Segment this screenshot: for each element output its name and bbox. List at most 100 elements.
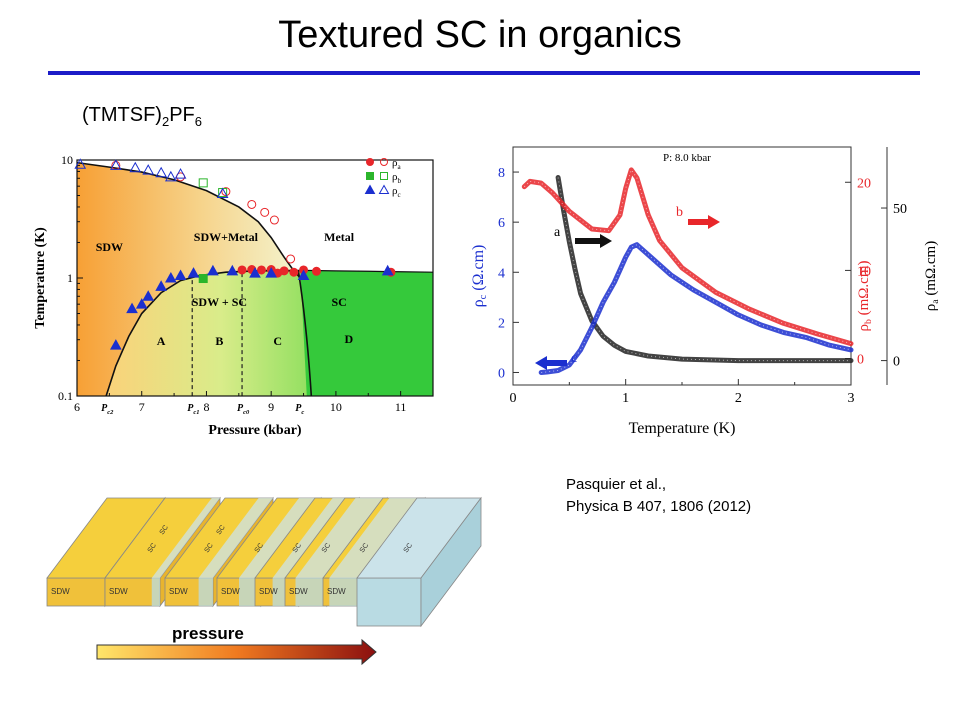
pressure-mark-label-3: Pc (295, 403, 304, 416)
block-sc-label: SC (159, 524, 170, 536)
block-sc-label: SC (359, 542, 370, 554)
pressure-annotation: P: 8.0 kbar (663, 152, 711, 164)
compound-base: (TMTSF) (82, 104, 162, 126)
block-sc-label: SC (216, 524, 227, 536)
block-sdw-label: SDW (259, 587, 278, 596)
data-point-triangle (126, 302, 138, 314)
pressure-mark-label-0-sub: c2 (107, 409, 114, 416)
data-point-triangle-open (129, 161, 142, 173)
citation-line-1: Pasquier et al., (566, 476, 667, 493)
resist-righta-axis-unit: (mΩ.cm) (923, 241, 939, 300)
region-label: D (345, 332, 354, 346)
legend-marker (380, 158, 388, 166)
legend-label-a: ρa (392, 157, 402, 171)
data-point-circle-open (221, 187, 231, 197)
data-point-triangle (207, 264, 219, 276)
data-point-triangle (109, 339, 122, 350)
pure-sc-region (300, 270, 433, 396)
phase-y-tick-label: 10 (61, 153, 73, 167)
legend-label-b-sub: b (398, 177, 402, 185)
pressure-label: pressure (172, 624, 244, 643)
resist-x-tick-label: 2 (735, 391, 742, 406)
resist-left-tick-label: 8 (498, 166, 505, 181)
arrow-b-icon (688, 215, 720, 229)
data-point-circle-open (260, 207, 270, 217)
block-sc-front (198, 578, 213, 606)
pressure-mark-label-1-main: P (187, 403, 194, 414)
legend-label-a-sub: a (398, 163, 402, 171)
resist-rightb-tick-label: 0 (857, 353, 864, 368)
compound-sub-1: 2 (161, 114, 170, 129)
block-sc-label: SC (254, 542, 265, 554)
pressure-mark-label-0: Pc2 (101, 403, 114, 416)
data-point-triangle (226, 264, 239, 276)
data-point-triangle-open (155, 166, 167, 178)
legend-label-c: ρc (392, 185, 401, 199)
phase-x-label: Pressure (kbar) (208, 423, 302, 438)
title-rule (48, 71, 920, 75)
data-point-circle-open (247, 199, 257, 209)
phase-x-tick-label: 9 (268, 400, 274, 414)
data-point-triangle-open (142, 164, 155, 175)
legend-marker (366, 158, 374, 166)
data-point-circle-open (286, 254, 296, 264)
resist-x-tick-label: 0 (510, 391, 517, 406)
slide-title: Textured SC in organics (278, 14, 682, 56)
data-point-triangle (142, 290, 155, 301)
block-side (420, 496, 482, 628)
legend-marker (366, 172, 374, 180)
resist-righta-axis-label-sub: a (930, 299, 941, 304)
block-sc-band (198, 498, 273, 578)
pressure-mark-label-3-sub: c (301, 409, 304, 416)
data-point-triangle (187, 267, 200, 278)
block-sdw-label: SDW (289, 587, 308, 596)
arrow-a-icon (575, 234, 612, 248)
resist-rightb-axis-label-main: ρ (856, 324, 872, 332)
legend-marker (378, 184, 390, 194)
legend-marker (364, 184, 376, 194)
curve-label-a: a (554, 225, 561, 240)
block-front (356, 577, 422, 627)
legend-label-c-main: ρ (392, 185, 398, 197)
data-point-square (198, 274, 208, 284)
region-label: SDW+Metal (194, 230, 259, 244)
data-point-triangle (381, 264, 394, 276)
data-point-triangle (249, 267, 261, 278)
region-label: B (215, 334, 223, 348)
region-label: SDW + SC (192, 295, 247, 309)
compound-sub-2: 6 (194, 114, 203, 129)
block-sdw-label: SDW (327, 587, 346, 596)
pressure-mark-label-2-sub: c0 (243, 409, 250, 416)
curve-b (521, 167, 854, 347)
pressure-mark-label-1-sub: c1 (193, 409, 199, 416)
block-sc-label: SC (204, 542, 215, 554)
block-sc-front (151, 578, 160, 606)
resist-left-tick-label: 6 (498, 216, 505, 231)
curve-a (555, 175, 854, 364)
data-point-triangle (135, 298, 148, 309)
phase-y-tick-label: 1 (67, 271, 73, 285)
resist-left-tick-label: 4 (498, 266, 505, 281)
phase-x-tick-label: 11 (395, 400, 407, 414)
compound-formula: (TMTSF)2PF6 (82, 104, 202, 129)
data-point-triangle (155, 280, 167, 291)
pc-boundary (297, 270, 313, 396)
pressure-mark-label-1: Pc1 (187, 403, 199, 416)
block-sc-label: SC (321, 542, 332, 554)
pressure-mark-label-0-main: P (101, 403, 108, 414)
resist-left-tick-label: 2 (498, 316, 505, 331)
phase-x-tick-label: 7 (139, 400, 145, 414)
data-point-square-open (198, 178, 208, 188)
resist-righta-tick-label: 0 (893, 355, 900, 370)
block-sdw-label: SDW (109, 587, 128, 596)
block-sc-front (295, 578, 327, 606)
data-point-circle-open (269, 215, 279, 225)
block-sc-label: SC (292, 542, 303, 554)
region-label: Metal (324, 230, 355, 244)
region-label: A (157, 334, 166, 348)
citation-line-2: Physica B 407, 1806 (2012) (566, 498, 752, 515)
region-label: C (273, 334, 282, 348)
